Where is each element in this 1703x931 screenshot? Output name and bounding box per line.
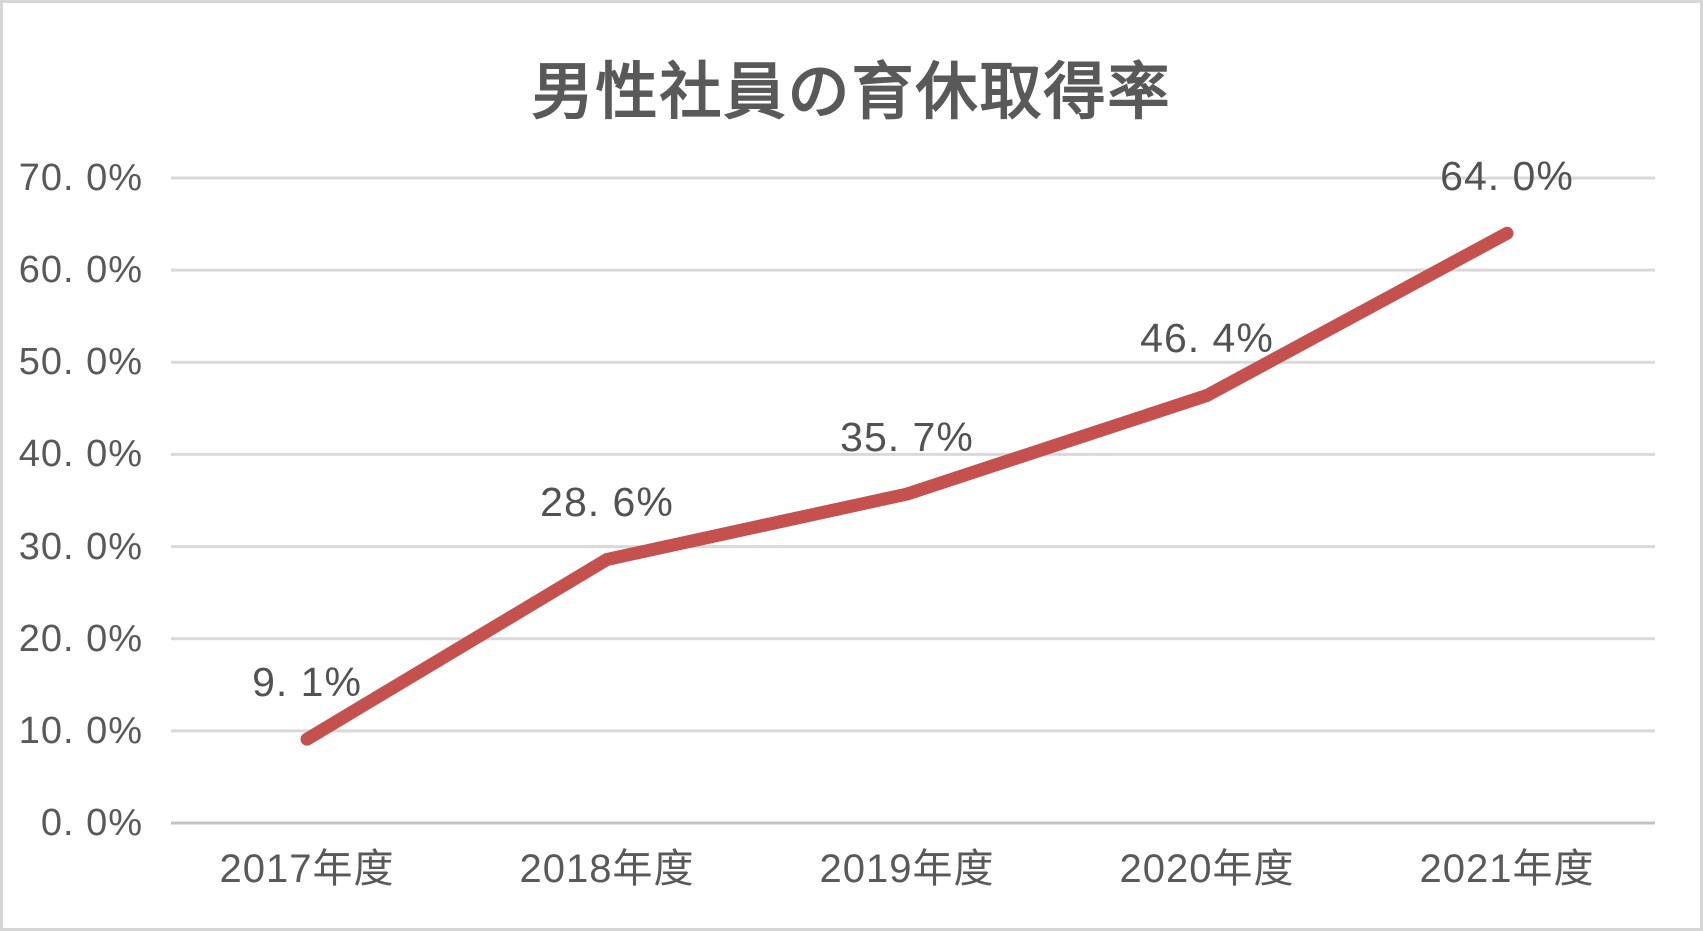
data-label: 9. 1% (252, 659, 362, 706)
plot-area (171, 176, 1655, 825)
y-tick-label: 30. 0% (18, 525, 143, 568)
x-axis-label: 2020年度 (1119, 847, 1295, 891)
y-tick-label: 0. 0% (40, 802, 143, 844)
y-tick-label: 10. 0% (18, 709, 143, 752)
y-tick-label: 40. 0% (18, 433, 143, 476)
data-line (300, 226, 1514, 746)
x-axis-label: 2021年度 (1419, 847, 1595, 891)
chart-title: 男性社員の育休取得率 (531, 58, 1172, 127)
data-label: 28. 6% (540, 479, 674, 526)
y-tick-label: 50. 0% (18, 341, 143, 384)
y-tick-label: 20. 0% (18, 617, 143, 660)
y-tick-label: 70. 0% (18, 157, 143, 199)
x-axis-label: 2018年度 (519, 847, 695, 891)
y-tick-label: 60. 0% (18, 249, 143, 292)
data-label: 64. 0% (1440, 153, 1574, 200)
x-axis-label: 2017年度 (219, 847, 395, 891)
x-axis-label: 2019年度 (819, 847, 995, 891)
data-label: 46. 4% (1140, 315, 1274, 362)
data-label: 35. 7% (840, 414, 974, 461)
